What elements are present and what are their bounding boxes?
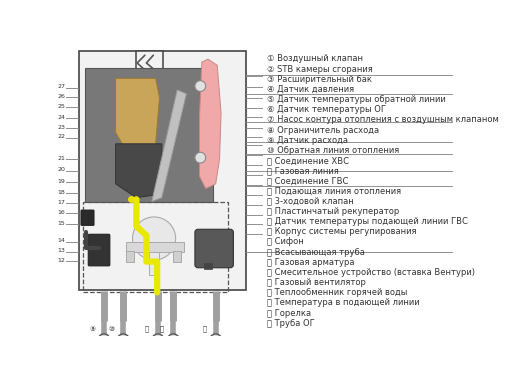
Text: 17: 17 <box>58 200 66 205</box>
Circle shape <box>133 217 176 260</box>
Text: ② STB камеры сгорания: ② STB камеры сгорания <box>267 64 373 74</box>
Text: ⑮: ⑮ <box>202 326 206 333</box>
Circle shape <box>195 81 206 92</box>
Text: ③ Расширительный бак: ③ Расширительный бак <box>267 75 372 84</box>
Text: ⑯ Пластинчатый рекуператор: ⑯ Пластинчатый рекуператор <box>267 207 399 216</box>
Bar <box>83 202 228 293</box>
Text: ⑬ Соединение ГВС: ⑬ Соединение ГВС <box>267 176 348 185</box>
Text: 19: 19 <box>58 179 66 184</box>
Text: ⑺ Труба ОГ: ⑺ Труба ОГ <box>267 319 315 328</box>
Text: ⑹ Горелка: ⑹ Горелка <box>267 309 311 317</box>
Text: ⑭ Подающая линия отопления: ⑭ Подающая линия отопления <box>267 187 401 196</box>
Text: 22: 22 <box>57 134 66 139</box>
Text: ⑷ Теплообменник горячей воды: ⑷ Теплообменник горячей воды <box>267 288 407 297</box>
Text: 27: 27 <box>57 84 66 89</box>
Text: ① Воздушный клапан: ① Воздушный клапан <box>267 55 363 63</box>
Text: ⑸ Температура в подающей линии: ⑸ Температура в подающей линии <box>267 299 420 307</box>
Bar <box>126 251 134 262</box>
Polygon shape <box>116 78 160 159</box>
Text: 20: 20 <box>58 167 66 173</box>
FancyBboxPatch shape <box>81 210 94 225</box>
Text: ⑩ Обратная линия отопления: ⑩ Обратная линия отопления <box>267 146 399 155</box>
Bar <box>149 251 158 275</box>
Text: 23: 23 <box>57 125 66 130</box>
Bar <box>136 51 164 75</box>
Text: 13: 13 <box>58 248 66 253</box>
Text: ⑦ Насос контура отопления с воздушным клапаном: ⑦ Насос контура отопления с воздушным кл… <box>267 115 499 124</box>
Text: ⑱ Корпус системы регупирования: ⑱ Корпус системы регупирования <box>267 227 417 236</box>
Text: ⑶ Газовый вентилятор: ⑶ Газовый вентилятор <box>267 278 366 287</box>
Text: ④ Датчик давления: ④ Датчик давления <box>267 85 355 94</box>
Polygon shape <box>152 90 186 202</box>
Circle shape <box>195 152 206 163</box>
Text: 21: 21 <box>58 156 66 161</box>
Text: 24: 24 <box>57 115 66 120</box>
Text: ⑬: ⑬ <box>144 326 148 333</box>
Circle shape <box>209 334 222 346</box>
Bar <box>173 251 181 262</box>
Circle shape <box>152 334 164 346</box>
Text: ⑨ Датчик расхода: ⑨ Датчик расхода <box>267 136 348 145</box>
Text: ⑪ Соединение ХВС: ⑪ Соединение ХВС <box>267 156 350 165</box>
Text: ⑲ Сифон: ⑲ Сифон <box>267 238 304 247</box>
Bar <box>79 51 246 290</box>
Text: 26: 26 <box>58 93 66 98</box>
Polygon shape <box>200 59 221 188</box>
Text: 16: 16 <box>58 210 66 215</box>
Bar <box>204 263 212 269</box>
Text: ⑴ Газовая арматура: ⑴ Газовая арматура <box>267 258 355 267</box>
Bar <box>85 68 213 202</box>
Text: ⑧ Ограничитель расхода: ⑧ Ограничитель расхода <box>267 126 379 135</box>
Text: 25: 25 <box>58 104 66 109</box>
Bar <box>126 242 184 251</box>
Text: ⑰ Датчик температуры подающей линии ГВС: ⑰ Датчик температуры подающей линии ГВС <box>267 217 468 226</box>
Text: 15: 15 <box>58 221 66 225</box>
Text: 14: 14 <box>58 238 66 243</box>
Text: ⑳ Всасывающая труба: ⑳ Всасывающая труба <box>267 248 365 257</box>
Text: ⑵ Смесительное устройство (вставка Вентури): ⑵ Смесительное устройство (вставка Венту… <box>267 268 475 277</box>
Polygon shape <box>116 144 162 198</box>
Text: ⑨: ⑨ <box>89 326 96 333</box>
Circle shape <box>117 334 130 346</box>
Text: ⑫: ⑫ <box>160 326 164 333</box>
FancyBboxPatch shape <box>195 229 233 268</box>
Circle shape <box>167 334 179 346</box>
Text: 12: 12 <box>58 257 66 262</box>
Text: 18: 18 <box>58 190 66 195</box>
Text: ⑫ Газовая линия: ⑫ Газовая линия <box>267 166 339 175</box>
Text: ⑮ 3-ходовой клапан: ⑮ 3-ходовой клапан <box>267 197 354 206</box>
Text: ⑥ Датчик температуры ОГ: ⑥ Датчик температуры ОГ <box>267 105 386 114</box>
Text: ⑩: ⑩ <box>109 326 115 333</box>
FancyBboxPatch shape <box>88 234 110 266</box>
Text: ⑤ Датчик температуры обратной линии: ⑤ Датчик температуры обратной линии <box>267 95 446 104</box>
Circle shape <box>98 334 110 346</box>
